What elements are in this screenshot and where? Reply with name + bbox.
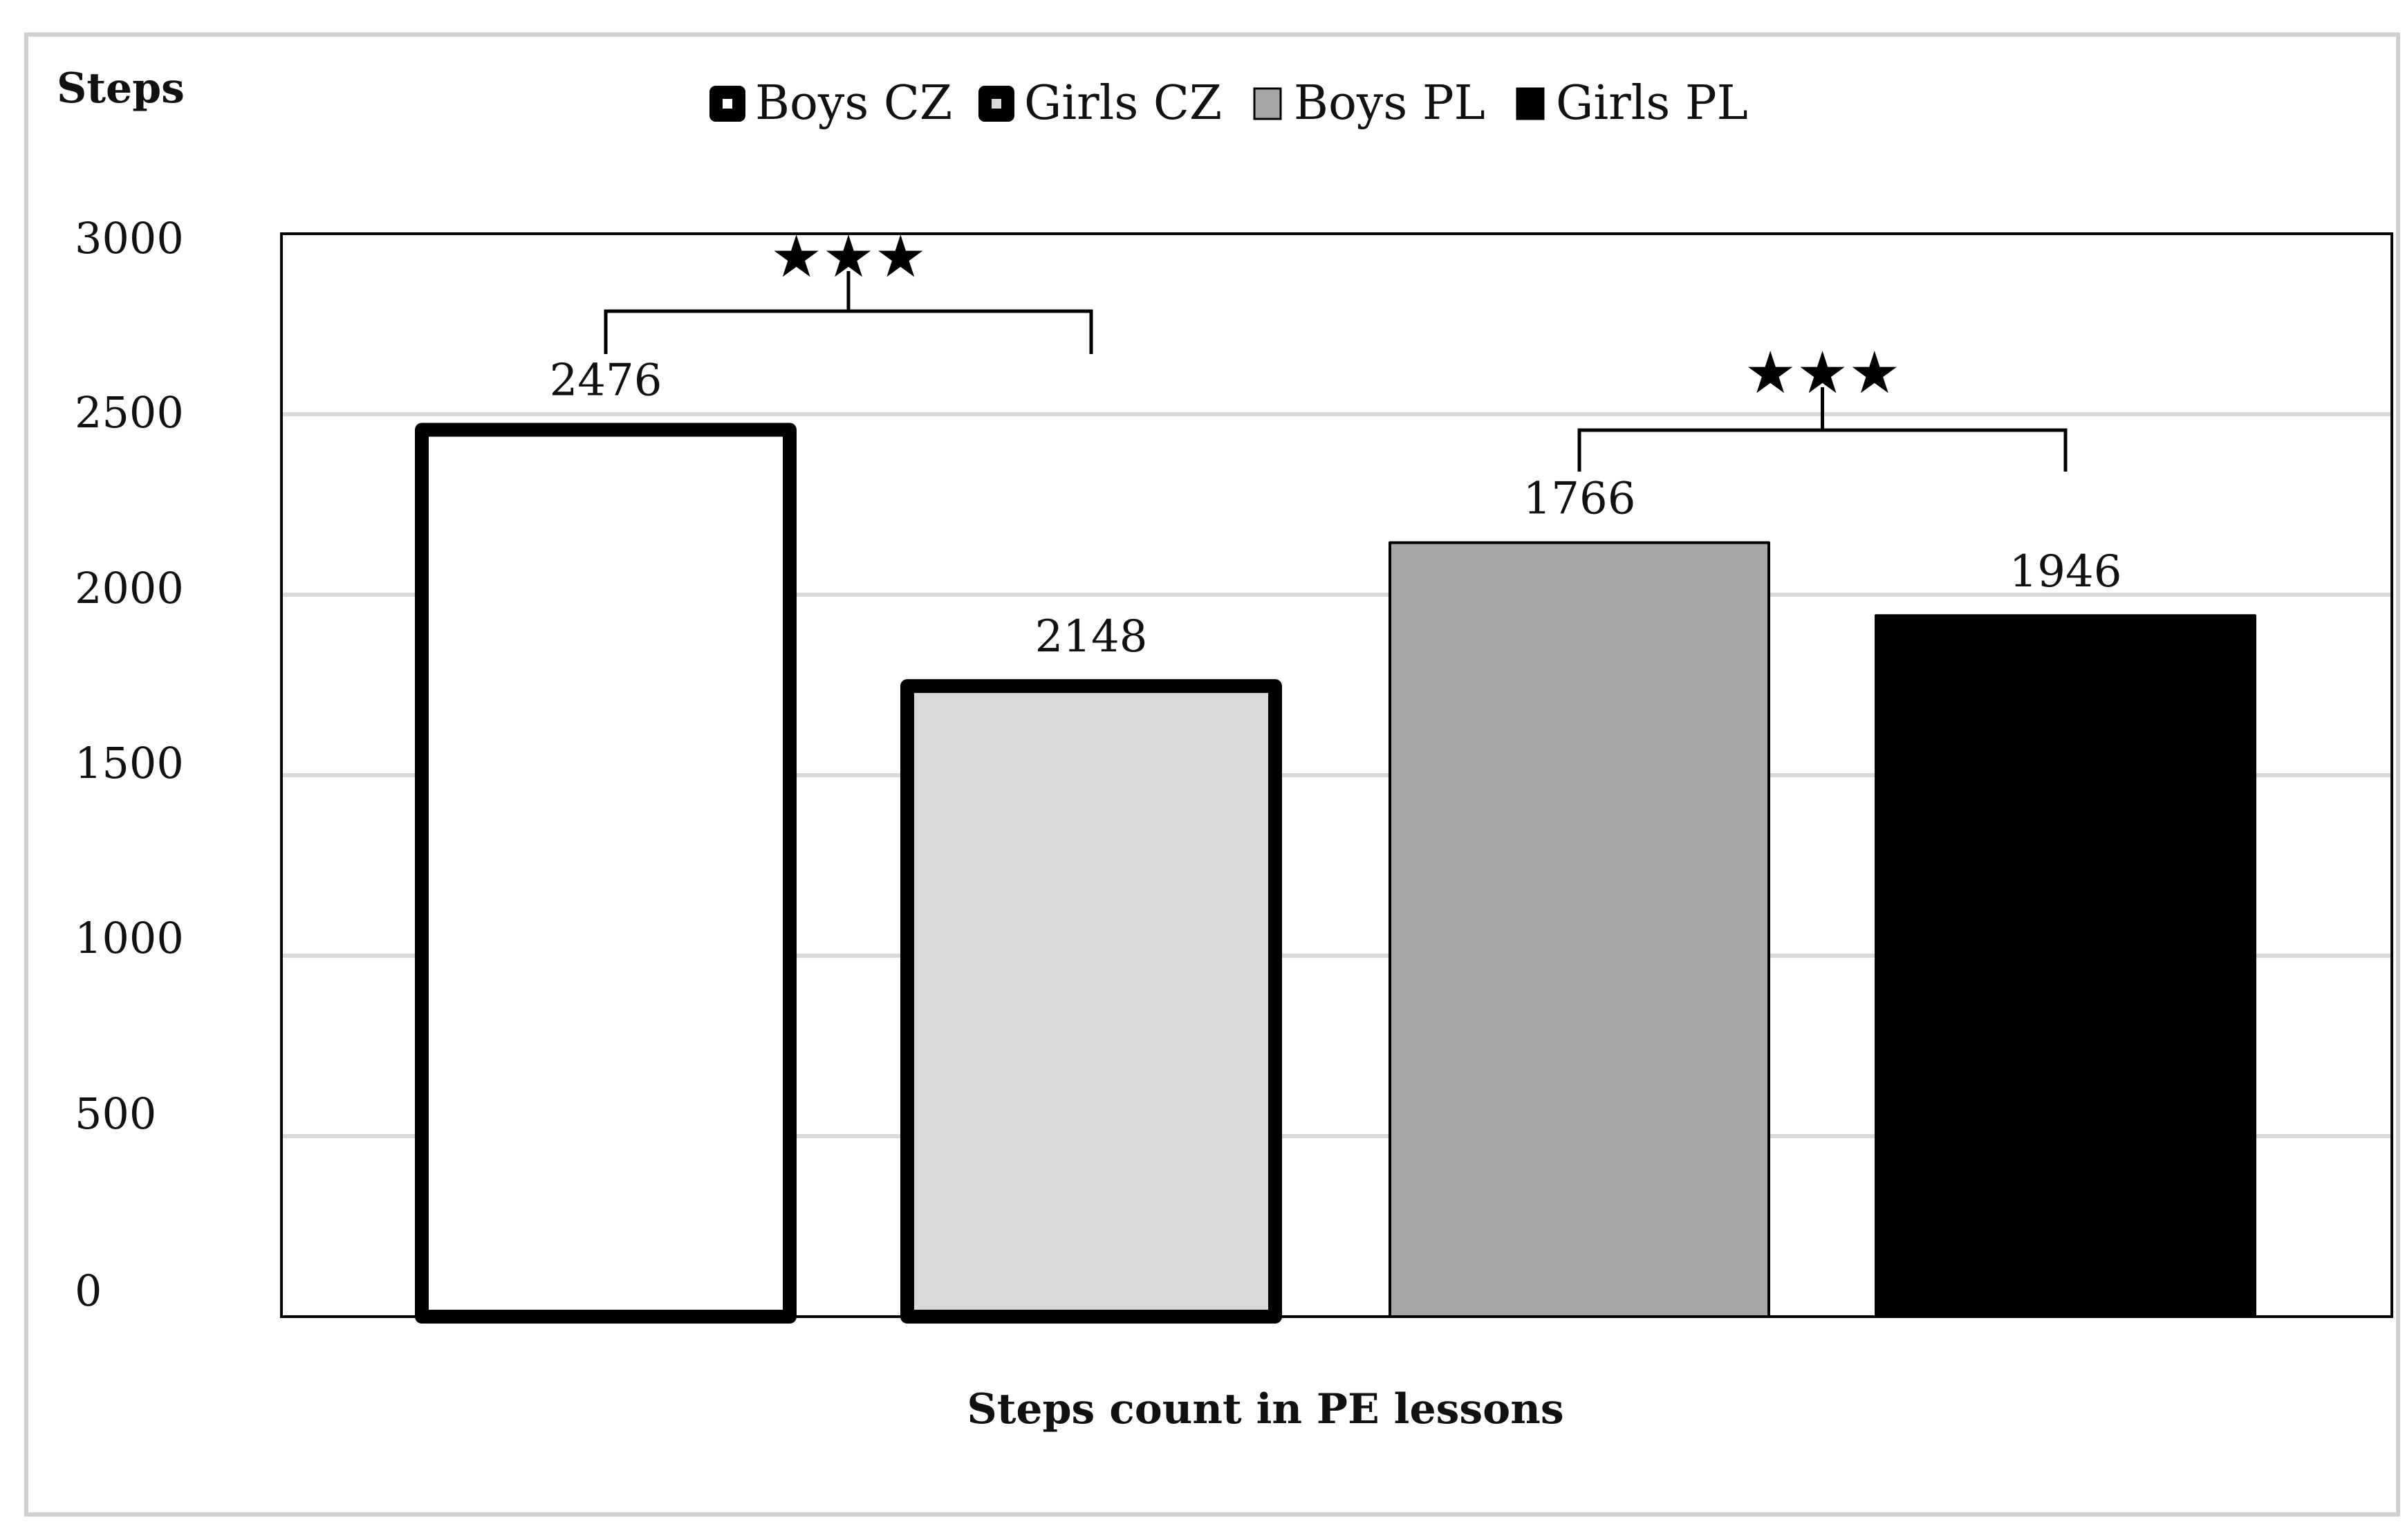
bar-girls-pl [1875,614,2256,1318]
legend-label: Girls CZ [1024,76,1222,131]
x-axis-title: Steps count in PE lessons [967,1385,1563,1434]
legend: Boys CZ Girls CZ Boys PL Girls PL [709,76,1748,131]
bar-boys-pl [1389,541,1770,1318]
y-tick-label: 500 [75,1088,156,1139]
bar-girls-cz [900,679,1282,1324]
legend-label: Girls PL [1556,76,1748,131]
significance-stars: ★★★ [1745,339,1901,407]
y-axis-title: Steps [57,64,185,113]
legend-swatch-girls-pl [1516,87,1545,120]
bar-boys-cz [415,423,797,1324]
significance-brackets: ★★★ ★★★ [604,223,2068,472]
plot-area-border [280,232,2393,1318]
significance-stars: ★★★ [770,223,927,290]
legend-swatch-inner [992,99,1001,109]
bars [415,423,2256,1324]
legend-swatch-boys-pl [1253,87,1282,120]
y-tick-label: 1000 [75,913,184,963]
data-labels: 2476 2148 1766 1946 [550,355,2122,663]
y-tick-label: 1500 [75,738,184,788]
legend-label: Boys CZ [755,76,952,131]
legend-label: Boys PL [1294,76,1485,131]
data-label: 2148 [1035,611,1148,662]
y-tick-label: 0 [75,1265,102,1316]
y-tick-label: 2500 [75,387,184,438]
data-label: 2476 [550,355,662,407]
y-axis-ticks: 0 500 1000 1500 2000 2500 3000 [75,213,184,1316]
y-tick-label: 2000 [75,563,184,613]
legend-swatch-inner [723,99,732,109]
data-label: 1946 [2009,546,2122,597]
y-tick-label: 3000 [75,213,184,263]
data-label: 1766 [1523,474,1636,525]
